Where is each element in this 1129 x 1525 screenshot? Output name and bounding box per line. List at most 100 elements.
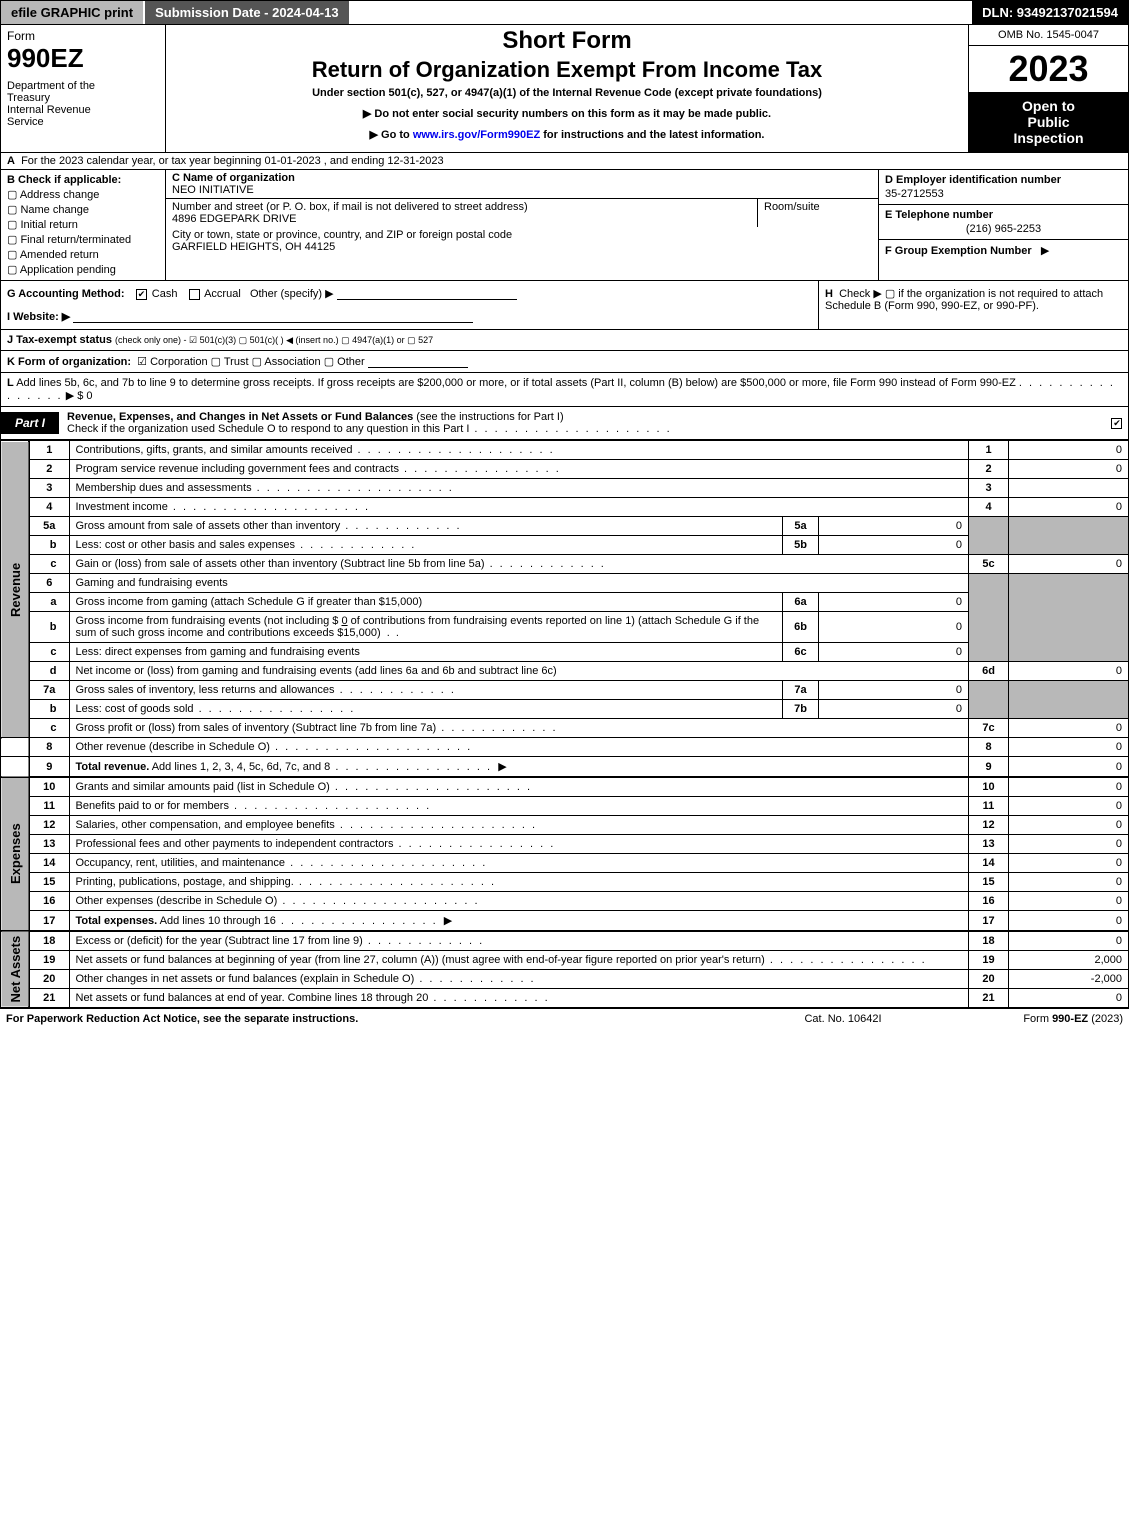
line-6abc-shade — [969, 574, 1009, 662]
line-3-num: 3 — [29, 479, 69, 498]
line-12-rtnum: 12 — [969, 816, 1009, 835]
line-12-desc: Salaries, other compensation, and employ… — [69, 816, 969, 835]
chk-name-change[interactable]: Name change — [7, 203, 159, 216]
ein-label: D Employer identification number — [885, 174, 1122, 186]
vtab-expenses: Expenses — [1, 777, 30, 931]
line-6b-sublbl: 6b — [783, 612, 819, 643]
line-21-desc: Net assets or fund balances at end of ye… — [69, 989, 969, 1008]
footer-paperwork: For Paperwork Reduction Act Notice, see … — [6, 1013, 743, 1025]
other-specify-input[interactable] — [337, 288, 517, 300]
col-def: D Employer identification number 35-2712… — [878, 170, 1128, 280]
line-16-rtnum: 16 — [969, 892, 1009, 911]
form-number: 990EZ — [7, 43, 159, 74]
line-7b-sublbl: 7b — [783, 700, 819, 719]
line-15-val: 0 — [1009, 873, 1129, 892]
line-6c-subval: 0 — [819, 643, 969, 662]
line-21-rtnum: 21 — [969, 989, 1009, 1008]
ein-value: 35-2712553 — [885, 188, 1122, 200]
col-gi: G Accounting Method: Cash Accrual Other … — [1, 281, 818, 329]
line-10-rtnum: 10 — [969, 777, 1009, 797]
vtab-spacer2 — [1, 757, 30, 778]
street-label: Number and street (or P. O. box, if mail… — [172, 201, 528, 213]
line-20-num: 20 — [29, 970, 69, 989]
line-15-desc: Printing, publications, postage, and shi… — [69, 873, 969, 892]
row-h-schedule-b: H Check ▶ ▢ if the organization is not r… — [818, 281, 1128, 329]
line-7a-num: 7a — [29, 681, 69, 700]
topbar: efile GRAPHIC print Submission Date - 20… — [0, 0, 1129, 25]
line-18-desc: Excess or (deficit) for the year (Subtra… — [69, 931, 969, 951]
form-word: Form — [7, 29, 159, 43]
part1-schedule-o-check[interactable] — [1104, 417, 1128, 429]
line-10-desc: Grants and similar amounts paid (list in… — [69, 777, 969, 797]
line-9-rtnum: 9 — [969, 757, 1009, 778]
group-exemption-block: F Group Exemption Number ▶ — [879, 240, 1128, 261]
line-19-rtnum: 19 — [969, 951, 1009, 970]
line-6b-subval: 0 — [819, 612, 969, 643]
line-7c-val: 0 — [1009, 719, 1129, 738]
page-footer: For Paperwork Reduction Act Notice, see … — [0, 1008, 1129, 1029]
line-11-val: 0 — [1009, 797, 1129, 816]
line-18-rtnum: 18 — [969, 931, 1009, 951]
line-6d-rtnum: 6d — [969, 662, 1009, 681]
line-7c-rtnum: 7c — [969, 719, 1009, 738]
line-12-num: 12 — [29, 816, 69, 835]
omb-number: OMB No. 1545-0047 — [969, 25, 1128, 46]
street-value: 4896 EDGEPARK DRIVE — [172, 213, 297, 225]
chk-initial-return[interactable]: Initial return — [7, 218, 159, 231]
group-exemption-arrow: ▶ — [1041, 245, 1049, 257]
vtab-netassets: Net Assets — [1, 931, 30, 1008]
line-3-desc: Membership dues and assessments — [69, 479, 969, 498]
line-10-val: 0 — [1009, 777, 1129, 797]
line-5c-desc: Gain or (loss) from sale of assets other… — [69, 555, 969, 574]
website-input[interactable] — [73, 311, 473, 323]
line-14-rtnum: 14 — [969, 854, 1009, 873]
city-value: GARFIELD HEIGHTS, OH 44125 — [172, 241, 335, 253]
col-c-block: C Name of organization NEO INITIATIVE Nu… — [166, 170, 878, 280]
line-13-num: 13 — [29, 835, 69, 854]
line-6c-num: c — [29, 643, 69, 662]
footer-catno: Cat. No. 10642I — [743, 1013, 943, 1025]
chk-final-return[interactable]: Final return/terminated — [7, 233, 159, 246]
line-13-rtnum: 13 — [969, 835, 1009, 854]
line-16-num: 16 — [29, 892, 69, 911]
chk-application-pending[interactable]: Application pending — [7, 263, 159, 276]
return-title: Return of Organization Exempt From Incom… — [172, 57, 962, 83]
other-org-input[interactable] — [368, 356, 468, 368]
line-6c-desc: Less: direct expenses from gaming and fu… — [69, 643, 783, 662]
line-8-num: 8 — [29, 738, 69, 757]
group-exemption-label: F Group Exemption Number — [885, 245, 1032, 257]
line-6abc-shade2 — [1009, 574, 1129, 662]
line-5a-num: 5a — [29, 517, 69, 536]
line-17-desc: Total expenses. Add lines 10 through 16 … — [69, 911, 969, 932]
line-1-val: 0 — [1009, 441, 1129, 460]
line-7a-subval: 0 — [819, 681, 969, 700]
chk-cash[interactable] — [136, 289, 147, 300]
efile-print-button[interactable]: efile GRAPHIC print — [1, 1, 145, 24]
dept-treasury: Department of theTreasuryInternal Revenu… — [7, 80, 159, 128]
room-label: Room/suite — [764, 201, 820, 213]
row-a-taxyear: A For the 2023 calendar year, or tax yea… — [0, 153, 1129, 170]
line-20-val: -2,000 — [1009, 970, 1129, 989]
line-14-num: 14 — [29, 854, 69, 873]
line-2-desc: Program service revenue including govern… — [69, 460, 969, 479]
line-7c-desc: Gross profit or (loss) from sales of inv… — [69, 719, 969, 738]
line-12-val: 0 — [1009, 816, 1129, 835]
line-4-rtnum: 4 — [969, 498, 1009, 517]
line-8-val: 0 — [1009, 738, 1129, 757]
line-14-val: 0 — [1009, 854, 1129, 873]
line-19-num: 19 — [29, 951, 69, 970]
ssn-warning: ▶ Do not enter social security numbers o… — [172, 107, 962, 120]
line-9-val: 0 — [1009, 757, 1129, 778]
tax-year: 2023 — [969, 46, 1128, 92]
line-7ab-shade — [969, 681, 1009, 719]
line-6a-num: a — [29, 593, 69, 612]
irs-link[interactable]: www.irs.gov/Form990EZ — [413, 129, 540, 141]
chk-accrual[interactable] — [189, 289, 200, 300]
part1-header: Part I Revenue, Expenses, and Changes in… — [0, 407, 1129, 440]
chk-amended-return[interactable]: Amended return — [7, 248, 159, 261]
line-5b-num: b — [29, 536, 69, 555]
chk-address-change[interactable]: Address change — [7, 188, 159, 201]
line-20-rtnum: 20 — [969, 970, 1009, 989]
line-7b-num: b — [29, 700, 69, 719]
line-5a-desc: Gross amount from sale of assets other t… — [69, 517, 783, 536]
